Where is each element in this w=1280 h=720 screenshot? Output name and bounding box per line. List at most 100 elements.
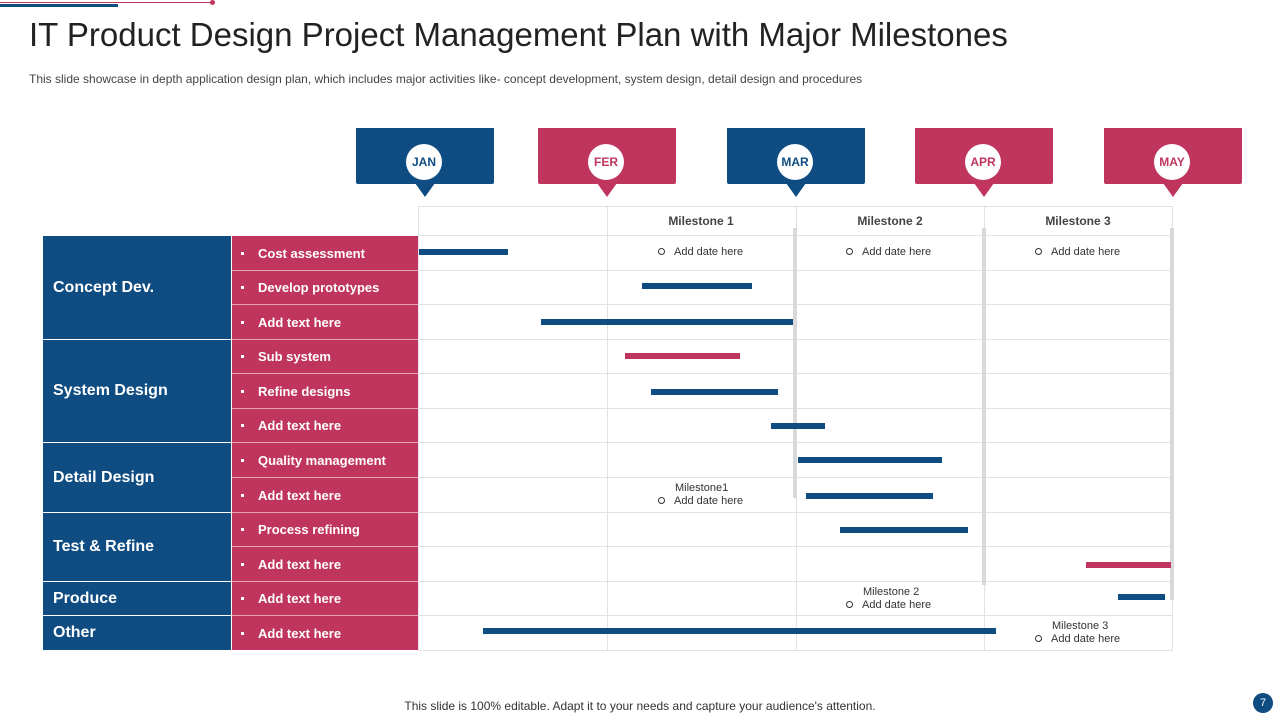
milestone-note-label: Milestone 2: [863, 586, 920, 598]
gantt-bar: [771, 423, 825, 429]
group-detail-design: Detail Design: [43, 443, 231, 513]
footer-note: This slide is 100% editable. Adapt it to…: [0, 699, 1280, 713]
milestone-note-text: Add date here: [862, 599, 932, 611]
task-row: Add text here: [232, 305, 418, 340]
grid-line: [418, 650, 1173, 651]
month-tag-feb: FER: [538, 128, 676, 198]
task-label: Add text here: [258, 591, 342, 606]
grid-column-line: [607, 206, 608, 651]
gantt-bar: [651, 389, 778, 395]
grid-line: [418, 512, 1173, 513]
task-row: Add text here: [232, 478, 418, 513]
group-other: Other: [43, 616, 231, 650]
grid-column-line: [418, 206, 419, 651]
bullet-icon: [241, 320, 244, 324]
page-title: IT Product Design Project Management Pla…: [29, 16, 1008, 53]
task-label: Refine designs: [258, 383, 351, 399]
month-tag-apr: APR: [915, 128, 1053, 198]
bullet-icon: [241, 458, 244, 462]
month-label: APR: [965, 144, 1001, 180]
gantt-bar: [806, 493, 933, 499]
task-label: Quality management: [258, 452, 386, 468]
gantt-bar: [840, 527, 968, 533]
gantt-bar: [419, 249, 508, 255]
task-row: Add text here: [232, 616, 418, 650]
date-text: Add date here: [862, 246, 932, 258]
task-row: Quality management: [232, 443, 418, 478]
group-produce: Produce: [43, 582, 231, 616]
task-label: Add text here: [258, 487, 342, 503]
group-concept-dev: Concept Dev.: [43, 236, 231, 340]
bullet-icon: [241, 562, 244, 566]
task-row: Cost assessment: [232, 236, 418, 271]
milestone-note-text: Add date here: [674, 495, 744, 507]
milestone-note-3: Milestone 3 Add date here: [1035, 620, 1120, 645]
gantt-bar: [1086, 562, 1171, 568]
month-tag-mar: MAR: [727, 128, 865, 198]
milestone-note-2: Milestone 2 Add date here: [846, 586, 931, 611]
gantt-bar: [1118, 594, 1165, 600]
month-tag-jan: JAN: [356, 128, 494, 198]
milestone-note-label: Milestone 3: [1052, 620, 1109, 632]
date-text: Add date here: [1051, 246, 1121, 258]
month-label: FER: [588, 144, 624, 180]
task-row: Add text here: [232, 582, 418, 616]
date-note: Add date here: [658, 246, 743, 258]
task-label: Sub system: [258, 349, 331, 364]
milestone-header-2: Milestone 2: [857, 214, 923, 228]
task-row: Process refining: [232, 513, 418, 547]
grid-line: [418, 206, 1173, 207]
task-label: Develop prototypes: [258, 280, 380, 295]
milestone-note-label: Milestone1: [675, 482, 729, 494]
milestone-marker-2: [982, 228, 986, 585]
circle-bullet-icon: [846, 247, 853, 255]
task-row: Add text here: [232, 547, 418, 582]
task-label: Add text here: [258, 625, 342, 641]
milestone-note-text: Add date here: [1051, 633, 1121, 645]
task-label: Process refining: [258, 522, 360, 537]
bullet-icon: [241, 251, 244, 255]
task-label: Add text here: [258, 418, 342, 433]
bullet-icon: [241, 286, 244, 289]
bullet-icon: [241, 389, 244, 393]
task-label: Add text here: [258, 556, 342, 572]
milestone-marker-3: [1170, 228, 1174, 600]
footer-text: This slide is 100% editable. Adapt it to…: [404, 699, 876, 713]
gantt-bar: [483, 628, 996, 634]
milestone-note-1: Milestone1 Add date here: [658, 482, 743, 507]
page-subtitle: This slide showcase in depth application…: [29, 72, 863, 86]
milestone-header-3: Milestone 3: [1045, 214, 1111, 228]
month-label: MAY: [1154, 144, 1190, 180]
grid-line: [418, 581, 1173, 582]
circle-bullet-icon: [1035, 634, 1042, 642]
circle-bullet-icon: [658, 496, 665, 504]
date-note: Add date here: [846, 246, 931, 258]
month-label: JAN: [406, 144, 442, 180]
task-label: Add text here: [258, 314, 342, 330]
bullet-icon: [241, 493, 244, 497]
top-accent-line: [0, 0, 215, 7]
grid-line: [418, 546, 1173, 547]
month-label: MAR: [777, 144, 813, 180]
bullet-icon: [241, 597, 244, 600]
bullet-icon: [241, 528, 244, 531]
group-test-refine: Test & Refine: [43, 513, 231, 582]
task-row: Refine designs: [232, 374, 418, 409]
bullet-icon: [241, 355, 244, 358]
gantt-bar: [625, 353, 740, 359]
task-row: Develop prototypes: [232, 271, 418, 305]
circle-bullet-icon: [658, 247, 665, 255]
date-note: Add date here: [1035, 246, 1120, 258]
task-row: Sub system: [232, 340, 418, 374]
milestone-marker-1: [793, 228, 797, 498]
task-row: Add text here: [232, 409, 418, 443]
gantt-bar: [798, 457, 942, 463]
gantt-bar: [541, 319, 793, 325]
date-text: Add date here: [674, 246, 744, 258]
group-system-design: System Design: [43, 340, 231, 443]
milestone-header-1: Milestone 1: [668, 214, 734, 228]
circle-bullet-icon: [1035, 247, 1042, 255]
gantt-bar: [642, 283, 752, 289]
page-number: 7: [1253, 693, 1273, 713]
bullet-icon: [241, 424, 244, 427]
